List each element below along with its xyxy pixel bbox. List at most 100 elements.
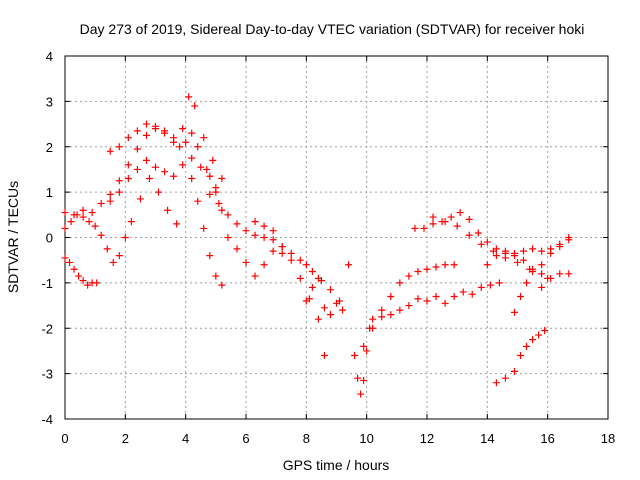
y-tick-label: -1 [41,276,53,291]
data-point [302,261,310,269]
y-tick-label: 4 [46,49,53,64]
data-point [161,168,169,176]
data-point [423,265,431,273]
data-point [164,206,172,214]
data-point [179,161,187,169]
data-point [456,209,464,217]
data-point [520,256,528,264]
data-point [287,249,295,257]
data-point [405,272,413,280]
data-point [124,161,132,169]
data-point [145,175,153,183]
data-point [441,261,449,269]
data-point [520,247,528,255]
series-arc-11 [308,261,353,305]
data-point [61,209,69,217]
data-point [91,222,99,230]
data-point [200,134,208,142]
y-tick-label: -2 [41,321,53,336]
data-point [194,143,202,151]
data-point [173,220,181,228]
y-tick-label: 0 [46,231,53,246]
data-point [115,143,123,151]
data-point [251,231,259,239]
data-point [492,252,500,260]
series-arc-17 [483,236,573,273]
data-point [121,234,129,241]
data-point [465,215,473,223]
data-point [233,220,241,228]
data-point [441,299,449,307]
data-point [308,283,316,291]
data-point [477,283,485,291]
data-point [188,154,196,162]
data-point [170,172,178,180]
data-point [206,252,214,260]
data-point [209,156,217,164]
data-point [351,351,359,359]
data-point [523,342,531,350]
data-point [106,190,114,198]
data-point [233,245,241,253]
data-point [396,279,404,287]
data-point [354,374,362,382]
data-point [152,125,159,133]
data-point [517,351,525,359]
data-point [538,283,546,291]
data-point [218,175,226,183]
data-point [514,258,521,266]
data-point [251,218,259,226]
series-arc-2 [106,120,226,214]
data-point [124,175,132,183]
data-point [450,261,458,269]
data-point [260,234,268,241]
series-arc-13 [360,279,503,350]
series-arc-3 [106,154,220,205]
data-point [176,143,184,151]
data-point [73,211,81,219]
data-point [133,165,141,173]
x-tick-label: 10 [359,431,373,446]
data-point [79,213,87,221]
x-tick-label: 14 [480,431,494,446]
data-point [85,218,93,226]
data-point [70,265,78,273]
data-point [360,376,368,384]
y-tick-label: 3 [46,94,53,109]
data-point [296,256,304,264]
data-point [538,247,546,255]
data-point [378,313,386,321]
data-point [242,258,250,266]
data-point [133,127,141,135]
data-point [242,227,250,235]
data-point [127,218,135,226]
data-point [447,213,455,221]
series-arc-12 [351,315,377,398]
data-point [411,224,419,232]
data-points [61,93,573,398]
series-arc-19 [492,327,549,387]
data-point [287,256,295,264]
data-point [188,129,196,137]
x-tick-label: 12 [420,431,434,446]
data-point [459,288,467,296]
series-arc-18 [510,268,573,316]
data-point [278,249,286,257]
data-point [523,279,531,287]
data-point [109,258,117,266]
data-point [212,272,220,280]
data-point [308,268,316,276]
data-point [269,247,277,255]
data-point [97,231,105,239]
data-point [556,243,564,251]
series-arc-7 [206,190,328,359]
data-point [79,277,87,285]
data-point [302,297,310,305]
series-arc-9 [251,218,310,269]
data-point [115,177,123,185]
data-point [296,274,304,282]
data-point [535,331,543,339]
data-point [541,327,549,335]
